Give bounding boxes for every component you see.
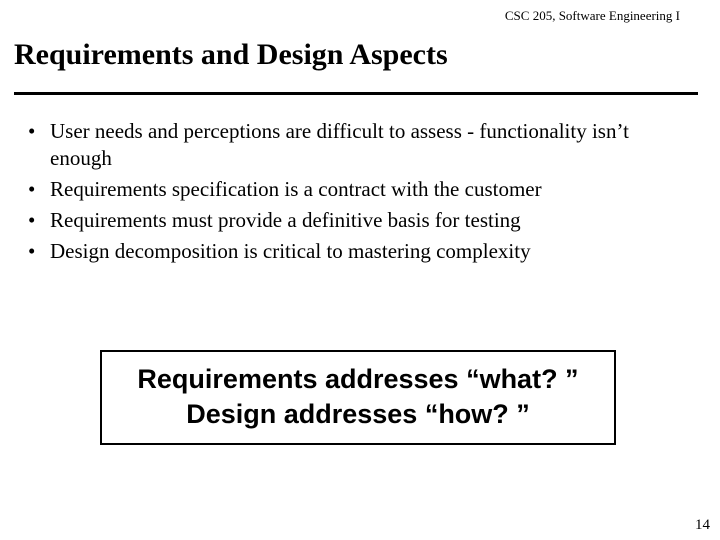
slide-title: Requirements and Design Aspects — [14, 38, 448, 72]
slide: CSC 205, Software Engineering I Requirem… — [0, 0, 720, 540]
page-number: 14 — [695, 517, 710, 534]
bullet-item: Requirements must provide a definitive b… — [28, 207, 688, 234]
bullet-list: User needs and perceptions are difficult… — [28, 118, 688, 268]
course-label: CSC 205, Software Engineering I — [505, 8, 680, 24]
callout-box: Requirements addresses “what? ” Design a… — [100, 350, 616, 445]
callout-line-2: Design addresses “how? ” — [116, 397, 600, 432]
title-divider — [14, 92, 698, 95]
bullet-item: Requirements specification is a contract… — [28, 176, 688, 203]
bullet-item: Design decomposition is critical to mast… — [28, 238, 688, 265]
callout-line-1: Requirements addresses “what? ” — [116, 362, 600, 397]
bullet-item: User needs and perceptions are difficult… — [28, 118, 688, 172]
